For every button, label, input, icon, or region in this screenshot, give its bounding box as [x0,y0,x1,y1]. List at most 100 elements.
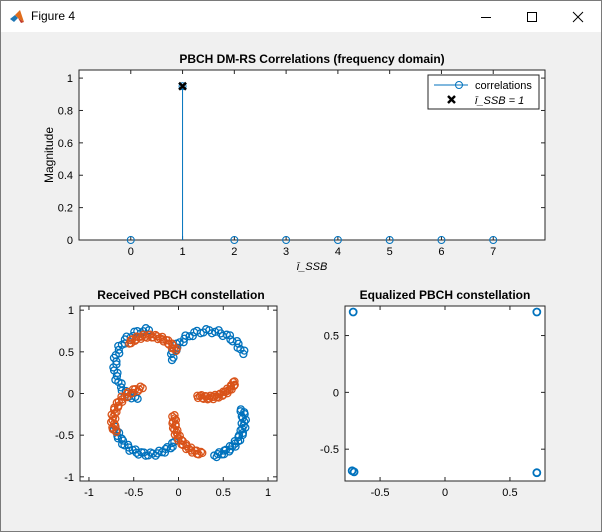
maximize-button[interactable] [509,1,555,32]
y-tick-label: 1 [67,73,73,85]
y-axis-label: Magnitude [42,127,56,183]
constellation-point [132,332,141,341]
constellation-point [135,385,144,394]
constellation-point [130,327,139,336]
x-tick-label: 4 [335,246,341,258]
window-title: Figure 4 [31,9,76,23]
x-tick-label: 0 [442,487,448,499]
x-tick-label: 0 [128,246,134,258]
x-tick-label: -1 [84,487,94,499]
stem-marker [282,236,291,244]
constellation-point [166,444,175,453]
y-tick-label: -1 [64,472,74,484]
matlab-icon [10,10,24,23]
constellation-point [182,441,191,451]
constellation-point [112,371,122,381]
constellation-point [196,447,206,457]
x-tick-label: 0.5 [216,487,231,499]
received-constellation-axes: Received PBCH constellation -1 -0.5 0 0.5 1 -… [55,288,278,499]
x-tick-label: -0.5 [371,487,390,499]
legend-marker-correlations [455,81,463,89]
constellation-point [532,468,542,478]
y-tick-label: 0.5 [324,331,339,343]
constellation-point [198,448,207,458]
close-button[interactable] [555,1,601,32]
y-tick-label: -0.5 [55,430,74,442]
constellation-point [163,443,172,452]
constellation-point [240,346,249,355]
constellation-point [532,307,542,317]
constellation-point [120,392,129,402]
constellation-point [122,392,132,402]
constellation-point [112,427,121,437]
correlation-axes: PBCH DM-RS Correlations (frequency domai… [42,52,546,273]
y-tick-label: 0 [68,389,74,401]
constellation-point [236,405,245,414]
x-tick-label: 5 [387,246,393,258]
x-tick-label: 6 [438,246,444,258]
legend: correlations ī_SSB = 1 [427,74,540,110]
chart-title: Received PBCH constellation [97,288,264,302]
figure-canvas: PBCH DM-RS Correlations (frequency domai… [42,52,546,499]
stem-marker [437,236,446,244]
constellation-point [349,467,359,477]
chart-title: Equalized PBCH constellation [360,288,531,302]
y-tick-label: 0 [67,235,73,247]
plot-area [79,305,278,482]
constellation-point [167,355,177,365]
constellation-point [194,450,203,459]
constellation-point [133,327,142,336]
constellation-point [118,436,128,445]
legend-marker-x [447,95,456,104]
y-tick-label: 0.4 [58,170,73,182]
title-bar: Figure 4 [1,1,601,32]
stem-marker [385,236,394,244]
maximize-icon [527,11,537,22]
constellation-point [168,442,177,451]
constellation-point [161,444,170,454]
constellation-point [222,330,231,339]
x-tick-label: 3 [283,246,289,258]
legend-entry-issb: ī_SSB = 1 [475,95,524,107]
stem-marker [333,236,342,244]
legend-entry-correlations: correlations [475,80,532,92]
stem-marker [126,236,135,244]
y-tick-label: -0.5 [320,444,339,456]
x-tick-label: -0.5 [124,487,143,499]
x-axis-label: ī_SSB [297,261,328,273]
x-tick-label: 7 [490,246,496,258]
constellation-point [213,449,222,459]
constellation-point [160,448,170,457]
constellation-point [177,435,186,445]
constellation-point [120,441,129,450]
y-tick-label: 0.6 [58,138,73,150]
y-tick-label: 0 [333,387,339,399]
x-tick-label: 0 [175,487,181,499]
plot-area [344,305,546,482]
y-tick-label: 0.2 [58,203,73,215]
constellation-point [109,363,118,372]
chart-title: PBCH DM-RS Correlations (frequency domai… [179,52,444,66]
y-tick-label: 0.8 [58,105,73,117]
stem-marker [178,82,187,91]
issb-marker [178,81,187,91]
constellation-point [228,442,237,451]
y-tick-label: 1 [68,305,74,317]
legend-box [427,74,540,110]
x-tick-label: 0.5 [502,487,517,499]
y-tick-label: 0.5 [59,347,74,359]
equalized-constellation-axes: Equalized PBCH constellation -0.5 0 0.5 -0.… [320,288,546,499]
x-tick-label: 1 [265,487,271,499]
stem-marker [230,236,239,244]
minimize-button[interactable] [463,1,509,32]
stem-marker [489,236,498,244]
constellation-point [125,339,134,348]
constellation-point [230,377,239,386]
constellation-point [139,327,148,336]
constellation-point [125,446,134,455]
minimize-icon [481,16,491,18]
x-tick-label: 1 [179,246,185,258]
constellation-point [348,307,358,317]
close-icon [572,11,584,22]
